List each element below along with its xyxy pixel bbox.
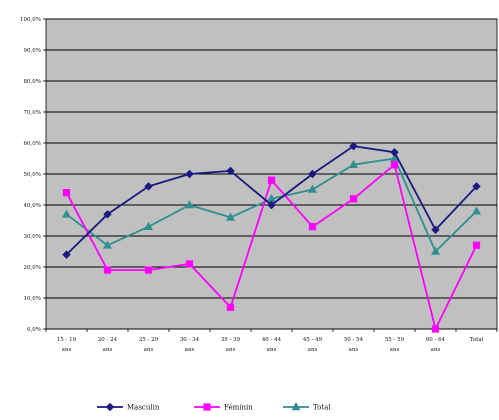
- x-category-label: Total: [470, 337, 484, 343]
- x-category-label: ans: [185, 347, 195, 353]
- data-point: [349, 195, 358, 203]
- y-tick-label: 90,0%: [24, 48, 41, 54]
- x-category-label: 35 - 39: [221, 337, 241, 343]
- data-point: [61, 209, 72, 218]
- x-category-label: ans: [431, 347, 441, 353]
- x-category-label: 60 - 64: [426, 337, 446, 343]
- data-point: [472, 182, 481, 191]
- data-point: [307, 184, 318, 193]
- y-tick-label: 10,0%: [24, 296, 41, 302]
- data-point: [103, 210, 112, 219]
- y-tick-label: 60,0%: [24, 141, 41, 147]
- data-point: [144, 266, 153, 274]
- legend-swatch-marker: [203, 403, 211, 411]
- x-category-label: ans: [308, 347, 318, 353]
- x-category-label: 55 - 59: [385, 337, 405, 343]
- y-tick-label: 30,0%: [24, 234, 41, 240]
- x-category-label: ans: [226, 347, 236, 353]
- data-point: [267, 176, 276, 184]
- y-tick-label: 40,0%: [24, 203, 41, 209]
- data-point: [62, 189, 71, 197]
- data-point: [390, 161, 399, 169]
- y-tick-label: 100,0%: [20, 17, 41, 23]
- x-category-label: 45 - 49: [303, 337, 323, 343]
- x-category-label: 20 - 24: [98, 337, 118, 343]
- data-point: [185, 260, 194, 268]
- data-point: [185, 169, 194, 179]
- data-point: [472, 241, 481, 249]
- x-category-label: 15 - 19: [57, 337, 77, 343]
- data-point: [225, 212, 236, 221]
- data-point: [226, 303, 235, 311]
- data-point: [184, 200, 195, 209]
- x-category-label: ans: [349, 347, 359, 353]
- data-point: [226, 166, 235, 176]
- y-tick-label: 50,0%: [24, 172, 41, 178]
- legend-label: Féminin: [224, 404, 253, 412]
- data-point: [471, 206, 482, 215]
- data-point: [430, 246, 441, 255]
- x-category-label: ans: [390, 347, 400, 353]
- legend-box: [89, 397, 352, 416]
- data-point: [62, 250, 71, 259]
- data-point: [349, 141, 358, 151]
- data-point: [390, 148, 399, 157]
- x-category-label: 25 - 29: [139, 337, 159, 343]
- data-point: [144, 182, 153, 191]
- y-tick-label: 70,0%: [24, 110, 41, 116]
- x-category-label: 30 - 34: [180, 337, 200, 343]
- x-category-label: ans: [144, 347, 154, 353]
- data-point: [308, 169, 317, 179]
- legend-swatch-marker: [291, 402, 301, 411]
- legend-label: Masculin: [127, 404, 160, 412]
- data-point: [308, 223, 317, 231]
- data-point: [267, 200, 276, 210]
- x-category-label: 40 - 44: [262, 337, 282, 343]
- x-category-label: 50 - 54: [344, 337, 364, 343]
- data-point: [431, 225, 440, 235]
- data-point: [102, 240, 113, 249]
- x-category-label: ans: [103, 347, 113, 353]
- data-point: [431, 325, 440, 333]
- x-category-label: ans: [267, 347, 277, 353]
- data-point: [348, 159, 359, 168]
- data-point: [143, 221, 154, 230]
- legend-swatch-marker: [105, 402, 115, 412]
- y-tick-label: 0,0%: [27, 327, 41, 333]
- data-point: [103, 266, 112, 274]
- legend-label: Total: [313, 404, 331, 412]
- y-tick-label: 80,0%: [24, 79, 41, 85]
- y-tick-label: 20,0%: [24, 265, 41, 271]
- x-category-label: ans: [62, 347, 72, 353]
